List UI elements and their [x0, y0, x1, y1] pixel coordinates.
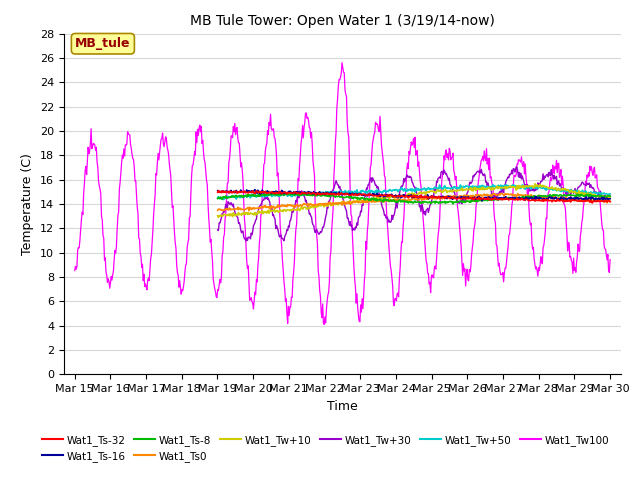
Legend: Wat1_Ts-32, Wat1_Ts-16, Wat1_Ts-8, Wat1_Ts0, Wat1_Tw+10, Wat1_Tw+30, Wat1_Tw+50,: Wat1_Ts-32, Wat1_Ts-16, Wat1_Ts-8, Wat1_…	[38, 431, 614, 466]
Y-axis label: Temperature (C): Temperature (C)	[22, 153, 35, 255]
Title: MB Tule Tower: Open Water 1 (3/19/14-now): MB Tule Tower: Open Water 1 (3/19/14-now…	[190, 14, 495, 28]
X-axis label: Time: Time	[327, 400, 358, 413]
Text: MB_tule: MB_tule	[75, 37, 131, 50]
